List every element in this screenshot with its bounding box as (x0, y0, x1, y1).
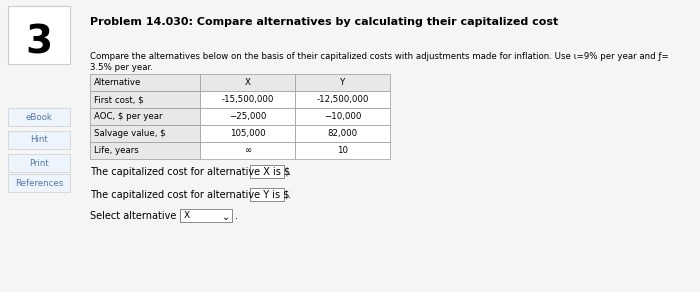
Bar (8, 131, 70, 149)
Text: X: X (244, 78, 251, 87)
Text: References: References (15, 178, 63, 187)
Text: eBook: eBook (26, 112, 52, 121)
Bar (8, 108, 70, 126)
Bar (295, 142, 390, 159)
Bar (295, 125, 390, 142)
Bar (90, 108, 200, 125)
Bar (295, 91, 390, 108)
Text: −10,000: −10,000 (324, 112, 361, 121)
Text: X: X (184, 211, 190, 220)
Text: Y: Y (340, 78, 345, 87)
Bar (250, 165, 284, 178)
Text: −25,000: −25,000 (229, 112, 266, 121)
Bar (295, 108, 390, 125)
Text: Select alternative: Select alternative (90, 211, 176, 221)
Text: Hint: Hint (30, 135, 48, 145)
Text: Print: Print (29, 159, 49, 168)
Text: Alternative: Alternative (94, 78, 141, 87)
Text: First cost, $: First cost, $ (94, 95, 144, 104)
Bar (8, 6, 70, 64)
Bar (200, 142, 295, 159)
Bar (180, 209, 232, 222)
Text: ∞: ∞ (244, 146, 251, 155)
Bar (90, 91, 200, 108)
Text: The capitalized cost for alternative Y is $: The capitalized cost for alternative Y i… (90, 190, 289, 200)
Text: Life, years: Life, years (94, 146, 139, 155)
Bar (90, 74, 200, 91)
Text: ⌄: ⌄ (222, 212, 230, 222)
Bar (200, 74, 295, 91)
Text: .: . (288, 190, 291, 200)
Bar (8, 154, 70, 172)
Text: Compare the alternatives below on the basis of their capitalized costs with adju: Compare the alternatives below on the ba… (90, 52, 668, 61)
Bar (250, 188, 284, 201)
Text: 3.5% per year.: 3.5% per year. (90, 63, 153, 72)
Text: The capitalized cost for alternative X is $: The capitalized cost for alternative X i… (90, 167, 290, 177)
Bar (200, 125, 295, 142)
Text: 82,000: 82,000 (328, 129, 358, 138)
Text: 105,000: 105,000 (230, 129, 265, 138)
Text: .: . (235, 211, 238, 221)
Text: -12,500,000: -12,500,000 (316, 95, 369, 104)
Bar (200, 108, 295, 125)
Text: .: . (288, 167, 291, 177)
Bar (90, 125, 200, 142)
Bar (295, 74, 390, 91)
Text: 3: 3 (25, 23, 52, 61)
Bar (200, 91, 295, 108)
Text: -15,500,000: -15,500,000 (221, 95, 274, 104)
Text: Salvage value, $: Salvage value, $ (94, 129, 166, 138)
Bar (90, 142, 200, 159)
Text: AOC, $ per year: AOC, $ per year (94, 112, 162, 121)
Text: Problem 14.030: Compare alternatives by calculating their capitalized cost: Problem 14.030: Compare alternatives by … (90, 17, 559, 27)
Text: 10: 10 (337, 146, 348, 155)
Bar (8, 174, 70, 192)
